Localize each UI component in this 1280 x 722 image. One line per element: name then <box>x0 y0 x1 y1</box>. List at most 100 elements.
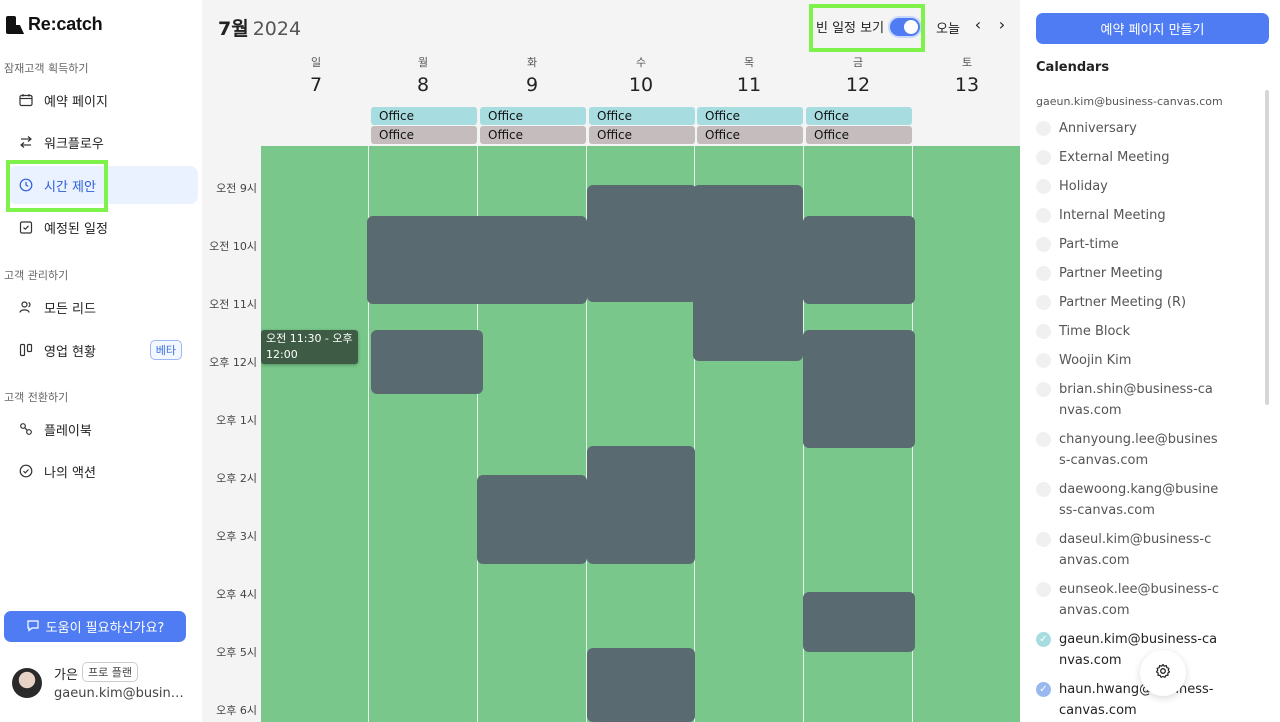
calendar-checkbox[interactable] <box>1036 208 1051 223</box>
sidebar-item-sales-status[interactable]: 영업 현황 베타 <box>8 331 198 369</box>
day-number[interactable]: 12 <box>845 74 871 96</box>
allday-event[interactable]: Office <box>697 126 803 144</box>
logo-icon <box>6 15 25 34</box>
column-divider <box>477 146 478 722</box>
calendar-label: daewoong.kang@business-canvas.com <box>1059 482 1219 518</box>
calendar-list-scrollbar[interactable] <box>1265 90 1269 405</box>
settings-button[interactable] <box>1140 650 1186 696</box>
today-button[interactable]: 오늘 <box>936 22 960 37</box>
help-button[interactable]: 도움이 필요하신가요? <box>4 611 186 642</box>
sidebar-item-time-proposal[interactable]: 시간 제안 <box>8 166 198 204</box>
calendar-checkbox[interactable] <box>1036 266 1051 281</box>
empty-schedule-toggle-group[interactable]: 빈 일정 보기 <box>816 17 921 36</box>
calendar-item[interactable]: ✓ haun.hwang@business-canvas.com <box>1036 679 1246 721</box>
allday-event[interactable]: Office <box>589 107 695 125</box>
day-of-week: 목 <box>743 56 755 69</box>
column-divider <box>694 146 695 722</box>
empty-schedule-toggle[interactable] <box>890 17 921 36</box>
day-header: 토 13 <box>913 54 1021 96</box>
calendar-item[interactable]: ✓ gaeun.kim@business-canvas.com <box>1036 629 1246 671</box>
profile-email: gaeun.kim@business-canvas.com <box>54 686 184 701</box>
month-label: 7월 <box>218 18 249 40</box>
calendar-label: Anniversary <box>1059 121 1137 136</box>
beta-badge: 베타 <box>149 340 182 360</box>
calendar-item[interactable]: Internal Meeting <box>1036 205 1246 226</box>
free-time-grid[interactable]: 오전 11:30 - 오후 12:00 <box>261 146 1020 722</box>
calendar-label: Partner Meeting (R) <box>1059 295 1187 310</box>
day-number[interactable]: 13 <box>954 74 980 96</box>
calendar-item[interactable]: Partner Meeting (R) <box>1036 292 1246 313</box>
day-number[interactable]: 9 <box>525 74 539 96</box>
calendar-checkbox[interactable] <box>1036 382 1051 397</box>
calendar-label: Time Block <box>1059 324 1131 339</box>
allday-event[interactable]: Office <box>806 126 912 144</box>
calendar-item[interactable]: eunseok.lee@business-canvas.com <box>1036 579 1246 621</box>
calendar-item[interactable]: daewoong.kang@business-canvas.com <box>1036 479 1246 521</box>
calendar-item[interactable]: Holiday <box>1036 176 1246 197</box>
allday-event[interactable]: Office <box>589 126 695 144</box>
calendar-item[interactable]: External Meeting <box>1036 147 1246 168</box>
calendar-item[interactable]: Woojin Kim <box>1036 350 1246 371</box>
calendar-checkbox[interactable] <box>1036 353 1051 368</box>
calendar-item[interactable]: brian.shin@business-canvas.com <box>1036 379 1246 421</box>
busy-block <box>587 446 695 564</box>
sidebar-item-scheduled[interactable]: 예정된 일정 <box>8 208 198 246</box>
calendar-item[interactable]: Time Block <box>1036 321 1246 342</box>
sidebar-item-booking-page[interactable]: 예약 페이지 <box>8 81 198 119</box>
busy-block <box>477 475 587 564</box>
calendar-item[interactable]: Partner Meeting <box>1036 263 1246 284</box>
calendar-checkbox[interactable] <box>1036 582 1051 597</box>
create-booking-page-button[interactable]: 예약 페이지 만들기 <box>1036 13 1269 44</box>
calendar-checkbox[interactable] <box>1036 179 1051 194</box>
profile[interactable]: 가은 프로 플랜 gaeun.kim@business-canvas.com <box>12 662 202 706</box>
allday-event[interactable]: Office <box>806 107 912 125</box>
calendar-checkbox[interactable]: ✓ <box>1036 682 1051 697</box>
help-button-label: 도움이 필요하신가요? <box>45 621 165 636</box>
calendar-label: Partner Meeting <box>1059 266 1163 281</box>
sidebar-item-workflow[interactable]: 워크플로우 <box>8 123 198 161</box>
day-number[interactable]: 8 <box>416 74 430 96</box>
calendar-item[interactable]: Part-time <box>1036 234 1246 255</box>
calendar-checkbox[interactable]: ✓ <box>1036 632 1051 647</box>
calendar-item[interactable]: daseul.kim@business-canvas.com <box>1036 529 1246 571</box>
day-number[interactable]: 10 <box>628 74 654 96</box>
allday-event[interactable]: Office <box>480 126 586 144</box>
busy-block <box>587 185 697 302</box>
logo[interactable]: Re:catch <box>6 14 103 35</box>
day-number[interactable]: 7 <box>309 74 323 96</box>
time-label: 오후 4시 <box>216 588 257 601</box>
calendar-checkbox[interactable] <box>1036 324 1051 339</box>
calendar-checkbox[interactable] <box>1036 121 1051 136</box>
chevron-left-icon[interactable]: ‹ <box>974 15 982 34</box>
calendar-checkbox[interactable] <box>1036 237 1051 252</box>
calendar-checkbox[interactable] <box>1036 432 1051 447</box>
calendar-checkbox[interactable] <box>1036 482 1051 497</box>
calendar-item[interactable]: chanyoung.lee@business-canvas.com <box>1036 429 1246 471</box>
calendar-checkbox[interactable] <box>1036 295 1051 310</box>
calendar-label: eunseok.lee@business-canvas.com <box>1059 582 1219 618</box>
allday-event[interactable]: Office <box>480 107 586 125</box>
sidebar: Re:catch 잠재고객 획득하기 예약 페이지 워크플로우 시간 제안 예정… <box>0 0 202 722</box>
chevron-right-icon[interactable]: › <box>998 15 1006 34</box>
allday-event[interactable]: Office <box>371 126 477 144</box>
allday-event[interactable]: Office <box>697 107 803 125</box>
calendar-item[interactable]: Anniversary <box>1036 118 1246 139</box>
sidebar-item-label: 예정된 일정 <box>44 221 108 237</box>
time-label: 오전 9시 <box>216 182 257 195</box>
calendar-label: External Meeting <box>1059 150 1170 165</box>
calendar-checkbox[interactable] <box>1036 150 1051 165</box>
sidebar-item-my-actions[interactable]: 나의 액션 <box>8 452 198 490</box>
day-of-week: 일 <box>310 56 322 69</box>
day-of-week: 화 <box>526 56 538 69</box>
day-header: 금 12 <box>804 54 912 96</box>
sidebar-item-all-leads[interactable]: 모든 리드 <box>8 288 198 326</box>
sidebar-item-playbook[interactable]: 플레이북 <box>8 410 198 448</box>
day-of-week: 금 <box>852 56 864 69</box>
allday-event[interactable]: Office <box>371 107 477 125</box>
calendar-checkbox[interactable] <box>1036 532 1051 547</box>
section-label-convert: 고객 전환하기 <box>4 391 69 404</box>
time-label: 오후 3시 <box>216 530 257 543</box>
day-number[interactable]: 11 <box>736 74 762 96</box>
